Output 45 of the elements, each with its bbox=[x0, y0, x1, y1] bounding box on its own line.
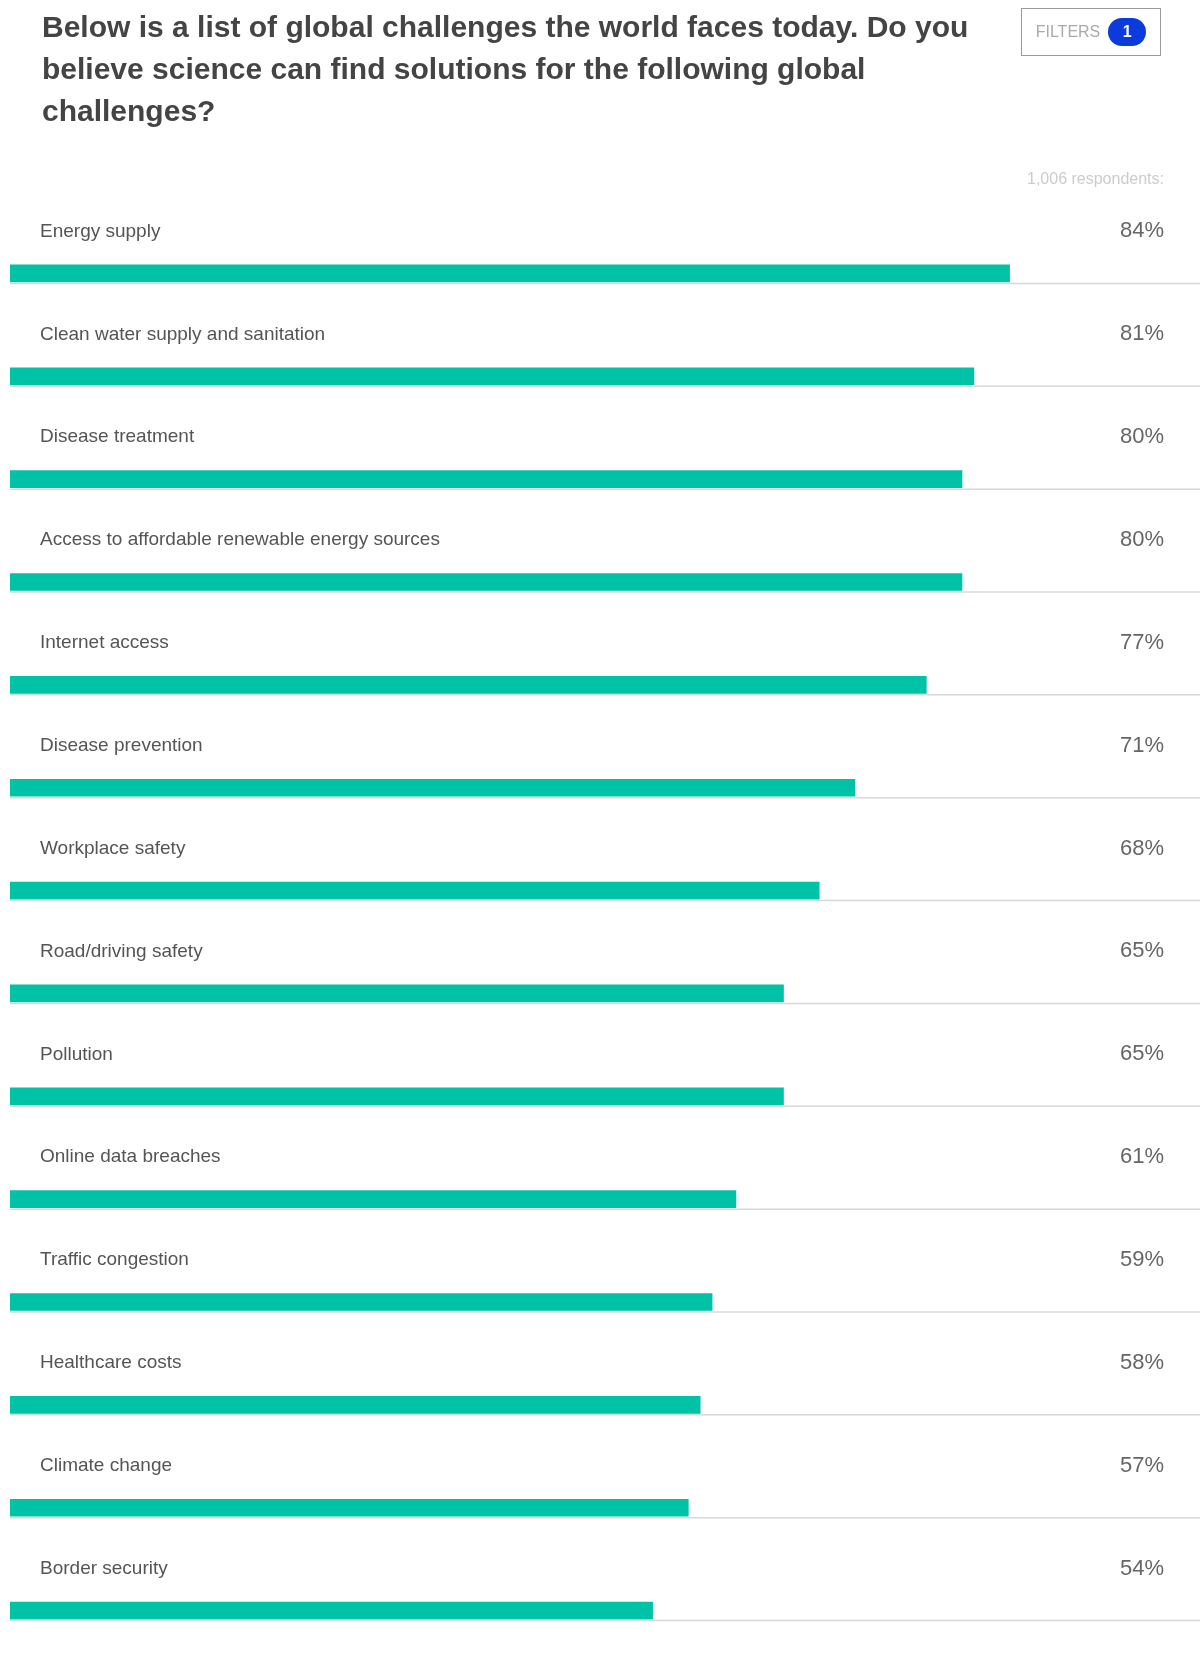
bar bbox=[10, 778, 856, 797]
count-badge: 1 bbox=[1108, 18, 1147, 46]
data-label: 77% bbox=[1119, 628, 1164, 654]
bar bbox=[10, 676, 927, 694]
filters-button: FILTERS 1 bbox=[1021, 8, 1161, 56]
y-tick-label: Traffic congestion bbox=[40, 1248, 189, 1270]
bar bbox=[10, 984, 784, 1003]
y-tick-label: Online data breaches bbox=[40, 1145, 221, 1167]
data-label: 80% bbox=[1119, 526, 1164, 552]
data-label: 61% bbox=[1119, 1143, 1164, 1169]
data-label: 65% bbox=[1119, 1040, 1164, 1066]
y-tick-label: Road/driving safety bbox=[40, 939, 204, 961]
y-tick-label: Disease treatment bbox=[40, 425, 195, 447]
bar bbox=[10, 1087, 784, 1106]
data-label: 71% bbox=[1119, 731, 1164, 757]
bar bbox=[10, 1498, 689, 1517]
y-tick-label: Healthcare costs bbox=[40, 1351, 182, 1373]
y-tick-label: Disease prevention bbox=[40, 733, 203, 755]
bar bbox=[10, 264, 1010, 283]
y-tick-label: Energy supply bbox=[40, 219, 161, 241]
y-tick-label: Border security bbox=[40, 1556, 169, 1578]
bar bbox=[10, 1190, 737, 1208]
data-label: 68% bbox=[1119, 834, 1164, 860]
chart-title: Below is a list of global challenges the world faces today. Do you believe science can find solutions for the following global challenges? bbox=[42, 9, 970, 129]
data-label: 59% bbox=[1119, 1246, 1164, 1272]
data-label: 65% bbox=[1119, 937, 1164, 963]
bar bbox=[10, 470, 963, 488]
y-tick-label: Internet access bbox=[40, 631, 169, 653]
y-tick-label: Pollution bbox=[40, 1042, 113, 1064]
bar bbox=[10, 1293, 713, 1311]
data-label: 57% bbox=[1119, 1451, 1164, 1477]
data-label: 81% bbox=[1119, 320, 1164, 346]
bar bbox=[10, 1396, 701, 1414]
bar bbox=[10, 1601, 653, 1620]
bar bbox=[10, 881, 820, 900]
bar bbox=[10, 367, 975, 386]
data-label: 80% bbox=[1119, 423, 1164, 449]
y-tick-label: Access to affordable renewable energy sources bbox=[40, 528, 440, 550]
bar bbox=[10, 573, 963, 591]
data-label: 54% bbox=[1119, 1554, 1164, 1580]
y-tick-label: Clean water supply and sanitation bbox=[40, 322, 326, 344]
y-tick-label: Workplace safety bbox=[40, 836, 186, 858]
y-tick-label: Climate change bbox=[40, 1453, 173, 1475]
data-label: 84% bbox=[1119, 217, 1164, 243]
data-label: 58% bbox=[1119, 1348, 1164, 1374]
